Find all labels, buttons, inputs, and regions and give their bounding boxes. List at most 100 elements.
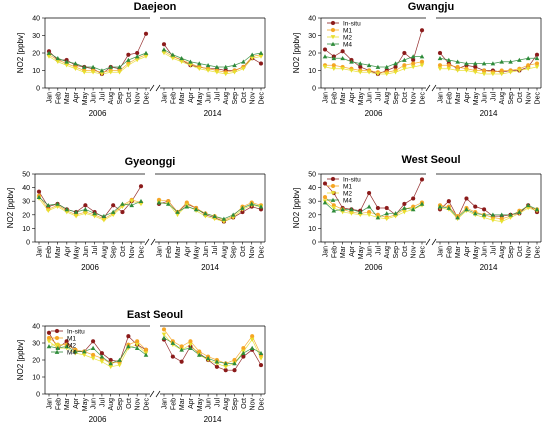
data-point-m2 — [455, 68, 460, 73]
data-point-insitu — [393, 64, 398, 70]
x-tick-label: Apr — [73, 397, 80, 409]
data-point-m4 — [55, 55, 61, 61]
data-point-m4 — [499, 59, 505, 64]
x-tick-label: Aug — [108, 398, 115, 411]
legend-swatch-marker — [54, 328, 60, 334]
x-tick-label: Jan — [438, 92, 445, 103]
legend-swatch-marker — [330, 20, 336, 26]
data-point-m4 — [499, 212, 505, 217]
data-point-insitu — [126, 334, 131, 339]
data-point-insitu — [419, 177, 425, 182]
legend-label: In-situ — [343, 20, 361, 27]
data-point-m2 — [349, 68, 354, 73]
data-point-m2 — [331, 206, 337, 211]
x-tick-label: Jul — [92, 246, 99, 255]
y-tick-label: 20 — [32, 51, 40, 58]
x-tick-label: Oct — [402, 246, 409, 257]
y-tick-label: 30 — [308, 33, 316, 40]
data-point-m2 — [188, 342, 193, 347]
year-label: 2014 — [480, 263, 498, 272]
data-point-m2 — [205, 68, 211, 73]
data-point-m4 — [241, 350, 246, 356]
data-point-m2 — [258, 54, 264, 59]
data-point-m4 — [108, 361, 114, 366]
y-axis-label: NO2 [ppbv] — [292, 33, 301, 73]
series-line-m1 — [163, 329, 262, 364]
data-point-m4 — [223, 64, 229, 69]
x-tick-label: Dec — [144, 92, 151, 105]
data-point-insitu — [143, 31, 149, 36]
y-tick-label: 10 — [308, 68, 316, 75]
data-point-m2 — [126, 63, 131, 68]
legend-label: M1 — [343, 27, 352, 34]
axis-break-mark — [425, 84, 431, 92]
data-point-m4 — [437, 55, 443, 61]
data-point-insitu — [340, 49, 345, 54]
data-point-m2 — [108, 364, 114, 370]
data-point-m1 — [437, 63, 443, 68]
data-point-m4 — [349, 207, 354, 212]
data-point-insitu — [419, 28, 425, 33]
x-tick-label: Feb — [446, 246, 453, 258]
axis-break-mark — [144, 238, 150, 246]
x-tick-label: Mar — [64, 397, 71, 410]
data-point-m4 — [184, 204, 190, 209]
data-point-m2 — [120, 204, 125, 209]
data-point-m4 — [73, 349, 78, 354]
data-point-insitu — [90, 339, 96, 344]
data-point-m4 — [120, 201, 125, 206]
data-point-m2 — [357, 212, 363, 218]
x-tick-label: Mar — [455, 245, 462, 258]
data-point-m2 — [499, 219, 505, 224]
data-point-m4 — [64, 59, 69, 64]
y-tick-label: 10 — [308, 226, 316, 233]
x-tick-label: Aug — [223, 398, 230, 411]
data-point-m4 — [179, 347, 184, 352]
data-point-m4 — [179, 55, 184, 61]
y-tick-label: 30 — [32, 33, 40, 40]
x-tick-label: Jan — [162, 92, 169, 103]
data-point-m4 — [221, 216, 227, 221]
x-tick-label: Feb — [170, 92, 177, 104]
data-point-m4 — [161, 47, 167, 52]
data-point-m1 — [250, 334, 255, 339]
axis-break-mark — [149, 390, 155, 398]
data-point-m2 — [393, 70, 398, 75]
data-point-m4 — [258, 350, 264, 356]
data-point-m4 — [90, 345, 96, 350]
data-point-m1 — [419, 59, 425, 64]
data-point-m2 — [90, 70, 96, 75]
data-point-m4 — [241, 59, 246, 64]
data-point-m1 — [135, 339, 140, 344]
x-tick-label: Sep — [393, 246, 400, 259]
x-tick-label: Aug — [108, 92, 115, 105]
data-point-m4 — [481, 212, 487, 217]
data-point-m4 — [384, 211, 390, 216]
data-point-m2 — [55, 204, 60, 209]
data-point-m2 — [499, 72, 505, 77]
x-tick-label: Jan — [157, 246, 164, 257]
legend-label: M1 — [343, 183, 352, 190]
series-line-insitu — [38, 186, 142, 218]
data-point-m4 — [525, 55, 531, 61]
data-point-m4 — [126, 344, 131, 349]
data-point-m1 — [446, 63, 451, 68]
legend-swatch-marker — [54, 343, 60, 348]
x-tick-label: Sep — [117, 398, 124, 411]
data-point-insitu — [120, 209, 125, 215]
data-point-m1 — [188, 339, 193, 344]
data-point-m4 — [393, 61, 398, 66]
data-point-m2 — [241, 66, 246, 72]
x-tick-label: Mar — [340, 91, 347, 104]
y-tick-label: 20 — [22, 212, 30, 219]
data-point-m4 — [205, 356, 211, 361]
chart-title: Gwangju — [408, 1, 454, 13]
data-point-insitu — [322, 47, 328, 52]
x-tick-label: Sep — [232, 398, 239, 411]
data-point-m2 — [175, 212, 180, 218]
data-point-m4 — [249, 201, 255, 206]
data-point-m1 — [455, 64, 460, 70]
data-point-m4 — [46, 50, 52, 55]
data-point-m4 — [240, 205, 245, 210]
